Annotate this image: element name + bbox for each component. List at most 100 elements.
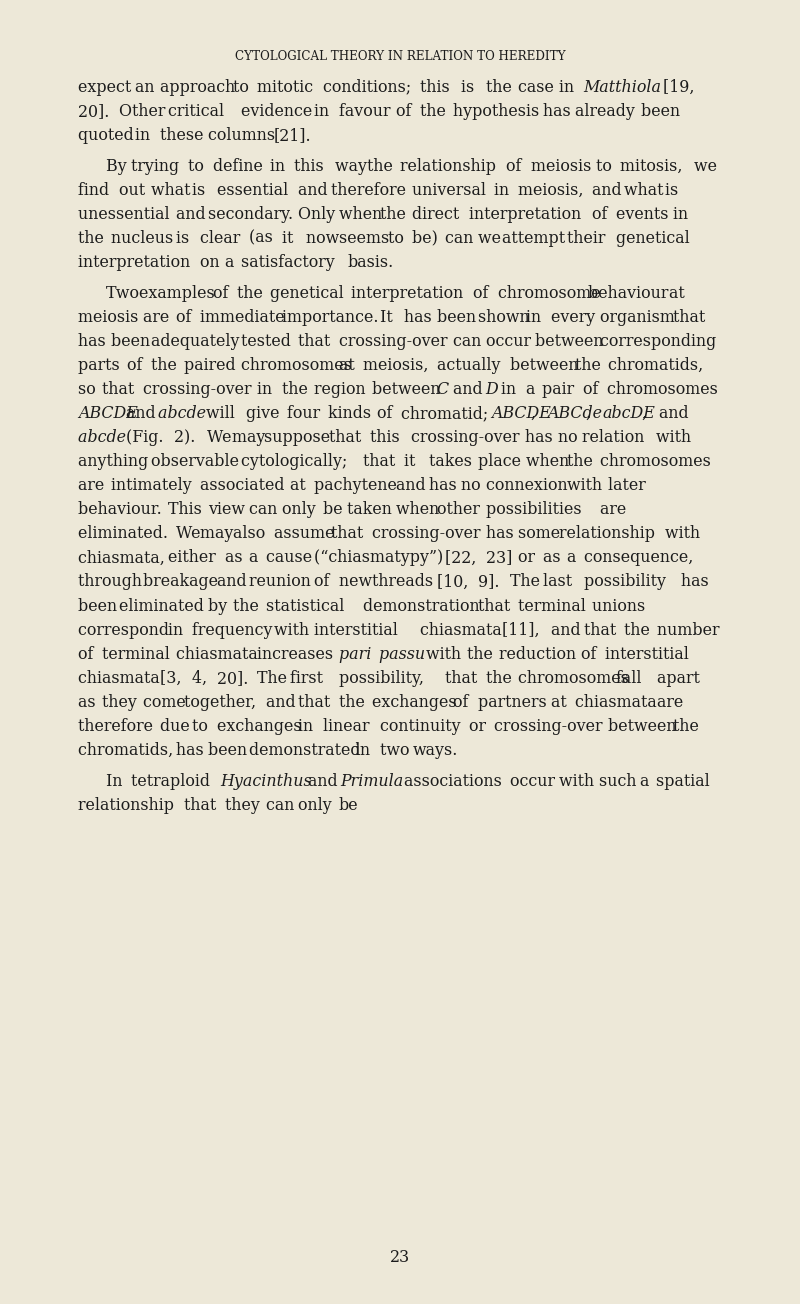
Text: with: with — [567, 477, 607, 494]
Text: the: the — [567, 454, 598, 471]
Text: in: in — [674, 206, 694, 223]
Text: organism: organism — [600, 309, 680, 326]
Text: a: a — [225, 254, 239, 271]
Text: abcde: abcde — [158, 406, 211, 422]
Text: between: between — [371, 381, 445, 398]
Text: the: the — [486, 670, 517, 687]
Text: unions: unions — [592, 597, 650, 614]
Text: unessential: unessential — [78, 206, 174, 223]
Text: region: region — [314, 381, 371, 398]
Text: are: are — [78, 477, 110, 494]
Text: occur: occur — [486, 333, 536, 349]
Text: has: has — [682, 574, 714, 591]
Text: evidence: evidence — [241, 103, 318, 120]
Text: and: and — [551, 622, 586, 639]
Text: 4,: 4, — [192, 670, 212, 687]
Text: has: has — [176, 742, 209, 759]
Text: or: or — [470, 719, 491, 735]
Text: to: to — [192, 719, 213, 735]
Text: as: as — [542, 549, 566, 566]
Text: reduction: reduction — [499, 645, 582, 662]
Text: the: the — [282, 381, 313, 398]
Text: we: we — [694, 158, 722, 175]
Text: of: of — [582, 381, 603, 398]
Text: parts: parts — [78, 357, 125, 374]
Text: are: are — [143, 309, 174, 326]
Text: crossing-over: crossing-over — [339, 333, 453, 349]
Text: this: this — [370, 429, 405, 446]
Text: of: of — [506, 158, 526, 175]
Text: and: and — [396, 477, 430, 494]
Text: paired: paired — [184, 357, 241, 374]
Text: the: the — [421, 103, 451, 120]
Text: of: of — [127, 357, 147, 374]
Text: basis.: basis. — [347, 254, 394, 271]
Text: an: an — [135, 78, 159, 95]
Text: meiosis: meiosis — [530, 158, 596, 175]
Text: can: can — [266, 797, 299, 814]
Text: through: through — [78, 574, 147, 591]
Text: essential: essential — [217, 181, 293, 198]
Text: and: and — [453, 381, 487, 398]
Text: of: of — [581, 645, 602, 662]
Text: Other: Other — [118, 103, 170, 120]
Text: observable: observable — [151, 454, 244, 471]
Text: in: in — [258, 381, 278, 398]
Text: no: no — [462, 477, 486, 494]
Text: increases: increases — [258, 645, 338, 662]
Text: kinds: kinds — [328, 406, 376, 422]
Text: and: and — [298, 181, 333, 198]
Text: be: be — [322, 501, 347, 518]
Text: threads: threads — [371, 574, 438, 591]
Text: exchanges: exchanges — [371, 694, 461, 711]
Text: crossing-over: crossing-over — [411, 429, 524, 446]
Text: correspond: correspond — [78, 622, 174, 639]
Text: that: that — [674, 309, 710, 326]
Text: at: at — [669, 284, 690, 301]
Text: chromosomes: chromosomes — [518, 670, 634, 687]
Text: eliminated: eliminated — [118, 597, 209, 614]
Text: chiasmata: chiasmata — [421, 622, 507, 639]
Text: to: to — [388, 230, 409, 246]
Text: terminal: terminal — [102, 645, 175, 662]
Text: it: it — [404, 454, 421, 471]
Text: possibilities: possibilities — [486, 501, 586, 518]
Text: genetical: genetical — [616, 230, 695, 246]
Text: chromatid;: chromatid; — [402, 406, 494, 422]
Text: due: due — [159, 719, 194, 735]
Text: mitotic: mitotic — [258, 78, 318, 95]
Text: been: been — [437, 309, 481, 326]
Text: first: first — [290, 670, 328, 687]
Text: to: to — [596, 158, 617, 175]
Text: chromatids,: chromatids, — [608, 357, 708, 374]
Text: a: a — [567, 549, 582, 566]
Text: chromosomes: chromosomes — [607, 381, 723, 398]
Text: [19,: [19, — [662, 78, 699, 95]
Text: relationship: relationship — [559, 526, 660, 542]
Text: seems: seems — [339, 230, 394, 246]
Text: We: We — [207, 429, 237, 446]
Text: has: has — [542, 103, 575, 120]
Text: demonstration: demonstration — [363, 597, 485, 614]
Text: corresponding: corresponding — [600, 333, 721, 349]
Text: the: the — [78, 230, 109, 246]
Text: tetraploid: tetraploid — [131, 773, 215, 790]
Text: of: of — [592, 206, 612, 223]
Text: abcDE: abcDE — [602, 406, 656, 422]
Text: columns: columns — [209, 126, 281, 143]
Text: meiosis,: meiosis, — [363, 357, 434, 374]
Text: ,: , — [530, 406, 541, 422]
Text: breakage: breakage — [143, 574, 223, 591]
Text: the: the — [486, 78, 517, 95]
Text: in: in — [559, 78, 579, 95]
Text: that: that — [330, 526, 368, 542]
Text: interpretation: interpretation — [351, 284, 468, 301]
Text: ABCDE: ABCDE — [78, 406, 143, 422]
Text: may: may — [200, 526, 238, 542]
Text: attempt: attempt — [502, 230, 570, 246]
Text: is: is — [462, 78, 479, 95]
Text: therefore: therefore — [330, 181, 410, 198]
Text: a: a — [640, 773, 654, 790]
Text: is: is — [665, 181, 683, 198]
Text: been: been — [110, 333, 154, 349]
